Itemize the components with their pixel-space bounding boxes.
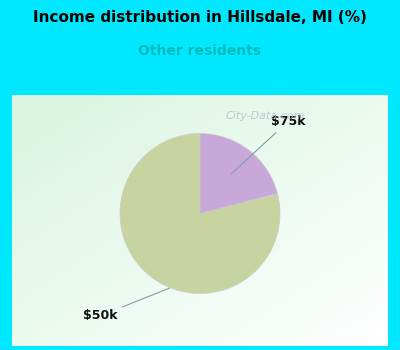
Text: $75k: $75k [232, 115, 305, 174]
Text: $50k: $50k [83, 288, 170, 322]
Wedge shape [200, 133, 278, 214]
Text: Other residents: Other residents [138, 44, 262, 58]
Wedge shape [120, 133, 280, 294]
Text: Income distribution in Hillsdale, MI (%): Income distribution in Hillsdale, MI (%) [33, 10, 367, 25]
Text: City-Data.com: City-Data.com [226, 111, 305, 121]
